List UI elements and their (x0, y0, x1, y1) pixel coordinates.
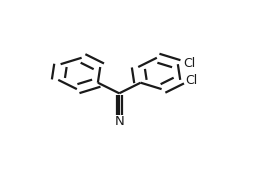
Text: N: N (114, 115, 124, 128)
Text: Cl: Cl (183, 57, 195, 70)
Text: Cl: Cl (185, 74, 197, 87)
